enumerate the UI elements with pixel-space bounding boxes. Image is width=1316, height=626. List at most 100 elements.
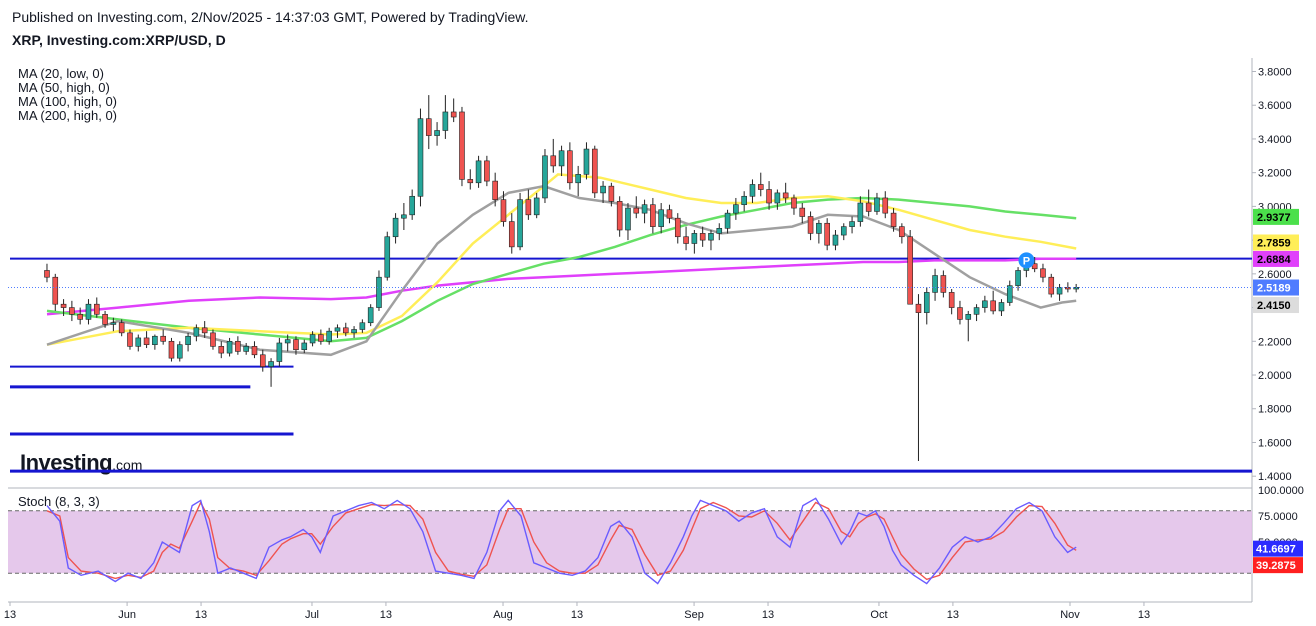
- candle: [948, 289, 955, 315]
- candle-body: [774, 192, 781, 204]
- candle-body: [658, 209, 664, 227]
- candle-body: [85, 303, 92, 320]
- candle-body: [915, 303, 922, 313]
- legend-ma100[interactable]: MA (100, high, 0): [18, 94, 117, 109]
- candle-body: [409, 195, 415, 216]
- candle-body: [235, 340, 241, 352]
- x-tick-label: 13: [195, 609, 207, 621]
- candle-body: [268, 361, 274, 367]
- candle: [376, 270, 382, 311]
- candle: [550, 138, 557, 173]
- y-tick-label: 3.4000: [1258, 134, 1292, 146]
- published-caption: Published on Investing.com, 2/Nov/2025 -…: [12, 9, 529, 25]
- candle: [807, 211, 814, 241]
- candle-body: [52, 276, 59, 305]
- candle-body: [558, 150, 565, 167]
- candle: [625, 203, 631, 241]
- price-badge: [1253, 208, 1299, 225]
- candle: [708, 230, 714, 251]
- candle: [44, 263, 50, 283]
- candle: [633, 196, 640, 219]
- candle-body: [932, 275, 938, 293]
- candle: [666, 204, 673, 224]
- candle-body: [467, 179, 474, 184]
- candle: [1073, 283, 1079, 293]
- candle-body: [957, 307, 963, 320]
- candle-body: [583, 148, 590, 175]
- candle: [1015, 267, 1021, 291]
- candle: [168, 337, 175, 362]
- candle: [367, 304, 374, 327]
- candle-body: [450, 111, 457, 118]
- price-badge: [1253, 297, 1299, 314]
- candle: [1040, 263, 1046, 283]
- candle-body: [425, 118, 432, 136]
- candle: [52, 273, 59, 311]
- candle-body: [1006, 285, 1013, 303]
- candle: [309, 331, 316, 347]
- candle-body: [77, 314, 83, 320]
- candle: [259, 349, 266, 372]
- y-tick-label: 2.2000: [1258, 336, 1292, 348]
- price-badge-label: 2.9377: [1257, 212, 1291, 224]
- candle: [957, 300, 963, 325]
- stoch-value-badge: [1253, 557, 1303, 574]
- x-tick-label: Nov: [1060, 609, 1080, 621]
- candle: [459, 106, 465, 187]
- candle-body: [525, 199, 532, 216]
- candle-body: [633, 207, 640, 214]
- candle-body: [1056, 287, 1063, 295]
- candle: [990, 290, 996, 315]
- price-badge: [1253, 279, 1299, 296]
- candle-body: [351, 329, 357, 334]
- candle: [583, 142, 590, 180]
- candle-body: [641, 204, 648, 214]
- candle: [932, 268, 938, 301]
- candle-body: [102, 314, 108, 325]
- candle: [276, 337, 283, 367]
- candle-body: [218, 346, 225, 354]
- candle-body: [110, 322, 117, 325]
- legend-ma200[interactable]: MA (200, high, 0): [18, 108, 117, 123]
- legend-ma50[interactable]: MA (50, high, 0): [18, 80, 110, 95]
- candle-body: [301, 342, 308, 351]
- x-tick-label: 13: [571, 609, 583, 621]
- y-tick-label: 1.4000: [1258, 471, 1292, 483]
- candle-body: [276, 342, 283, 362]
- candle: [1056, 283, 1063, 301]
- candle: [60, 299, 67, 316]
- stoch-value-badge: [1253, 540, 1303, 557]
- candle-body: [475, 160, 482, 184]
- candle: [467, 169, 474, 190]
- candle-body: [492, 180, 498, 200]
- candle: [691, 230, 698, 254]
- x-tick-label: Sep: [684, 609, 704, 621]
- y-tick-label: 1.8000: [1258, 404, 1292, 416]
- legend-ma20[interactable]: MA (20, low, 0): [18, 66, 104, 81]
- candle-body: [699, 233, 706, 241]
- candle: [475, 155, 482, 188]
- candle: [915, 294, 922, 462]
- x-tick-label: Aug: [493, 609, 513, 621]
- x-tick-label: 13: [762, 609, 774, 621]
- candle: [849, 216, 855, 234]
- candle: [442, 95, 449, 139]
- candle: [558, 145, 565, 177]
- candle: [185, 332, 191, 352]
- symbol-title: XRP, Investing.com:XRP/USD, D: [12, 32, 226, 48]
- pivot-marker-label: P: [1023, 255, 1030, 267]
- candle-body: [359, 322, 366, 330]
- ma100-line: [46, 196, 1077, 343]
- candle: [774, 189, 781, 210]
- candle: [683, 226, 689, 251]
- candle-body: [650, 204, 656, 227]
- candle-body: [309, 334, 316, 344]
- candle: [890, 208, 897, 232]
- candle: [757, 172, 764, 197]
- candle: [508, 213, 515, 254]
- candle-body: [840, 226, 847, 236]
- candle-body: [600, 185, 606, 194]
- candle-body: [1031, 263, 1038, 270]
- candle-body: [185, 335, 191, 345]
